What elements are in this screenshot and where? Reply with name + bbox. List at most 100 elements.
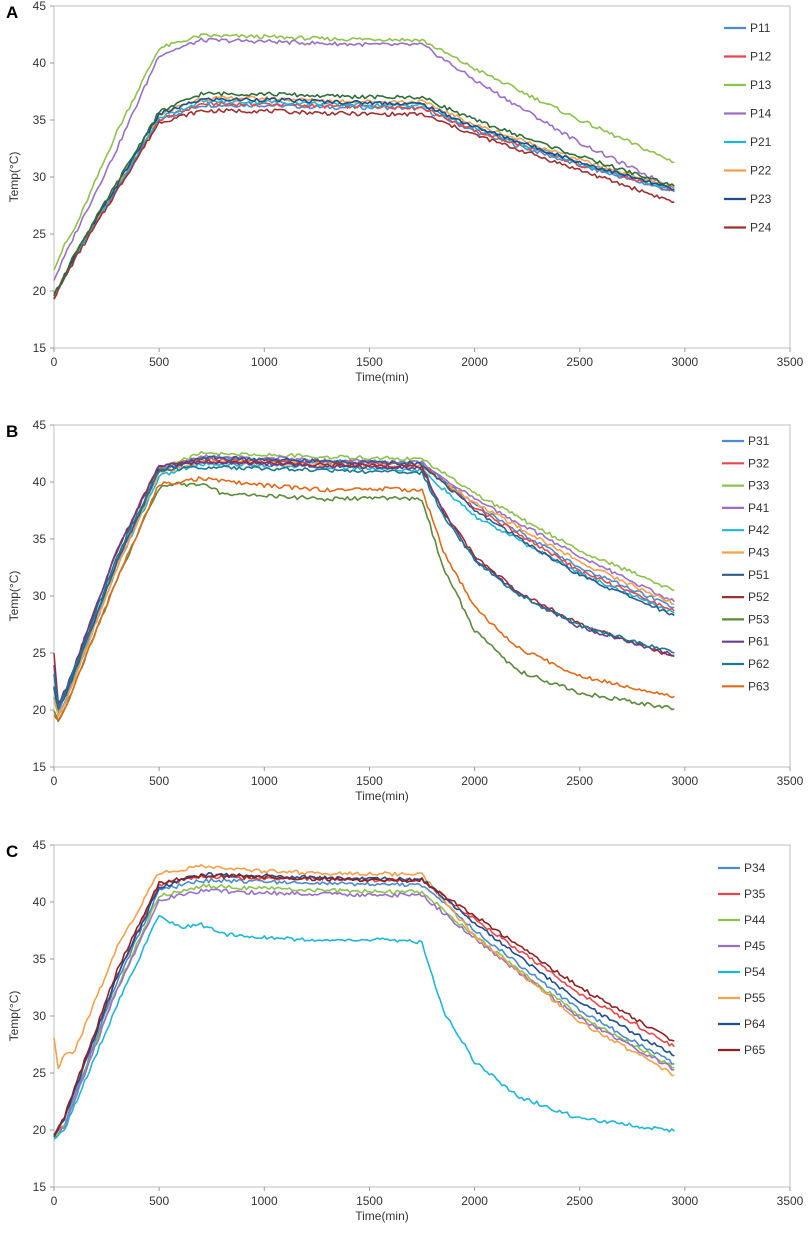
x-tick-label: 1000 (251, 774, 278, 788)
legend-label: P33 (748, 479, 770, 493)
legend-item: P24 (724, 221, 772, 235)
legend-item: P43 (722, 546, 770, 560)
chart-panel-c: C 15 20 25 30 35 40 45 0 500 1000 1500 2000 2500 3000 3… (6, 838, 804, 1223)
series-line-p54 (53, 915, 675, 1140)
panel-label: B (6, 422, 18, 441)
legend-label: P34 (744, 861, 766, 875)
legend-item: P64 (718, 1017, 766, 1031)
legend-item: P14 (724, 107, 772, 121)
y-tick-label: 15 (33, 760, 47, 774)
series-line-p64 (53, 871, 675, 1136)
x-axis-title: Time(min) (355, 370, 409, 384)
y-tick-label: 45 (33, 0, 47, 13)
legend-label: P44 (744, 913, 766, 927)
legend-label: P51 (748, 568, 770, 582)
y-axis-title: Temp(°C) (7, 991, 21, 1042)
y-tick-label: 35 (33, 532, 47, 546)
legend-label: P31 (748, 434, 770, 448)
legend-label: P23 (750, 192, 772, 206)
legend-item: P41 (722, 501, 770, 515)
y-tick-label: 30 (33, 1009, 47, 1023)
legend-item: P31 (722, 434, 770, 448)
y-tick-label: 45 (33, 838, 47, 852)
y-tick-label: 30 (33, 589, 47, 603)
y-tick-label: 20 (33, 1123, 47, 1137)
x-tick-label: 1500 (356, 774, 383, 788)
y-tick-label: 15 (33, 341, 47, 355)
legend-label: P52 (748, 590, 770, 604)
legend-item: P33 (722, 479, 770, 493)
legend-item: P53 (722, 612, 770, 626)
y-axis-title: Temp(°C) (7, 571, 21, 622)
x-tick-label: 2500 (566, 355, 593, 369)
legend-label: P63 (748, 679, 770, 693)
series-line-p22 (53, 95, 675, 298)
legend-item: P35 (718, 887, 766, 901)
series-line-p53 (53, 481, 675, 723)
x-tick-label: 3500 (777, 1194, 804, 1208)
series-line-p21 (53, 99, 675, 299)
series-line-p13 (53, 33, 675, 271)
y-tick-label: 35 (33, 113, 47, 127)
legend-item: P62 (722, 657, 770, 671)
x-axis-title: Time(min) (355, 789, 409, 803)
series-line-p63 (53, 476, 675, 721)
y-tick-label: 15 (33, 1180, 47, 1194)
x-tick-label: 3000 (672, 355, 699, 369)
legend-label: P62 (748, 657, 770, 671)
legend-item: P21 (724, 135, 772, 149)
x-tick-label: 2500 (566, 1194, 593, 1208)
x-tick-label: 500 (149, 774, 169, 788)
legend-label: P11 (750, 21, 771, 35)
legend-item: P22 (724, 164, 772, 178)
y-tick-label: 45 (33, 418, 47, 432)
y-tick-label: 30 (33, 170, 47, 184)
legend-item: P55 (718, 991, 766, 1005)
x-tick-label: 2000 (461, 774, 488, 788)
legend-label: P55 (744, 991, 766, 1005)
y-tick-label: 25 (33, 1066, 47, 1080)
legend-item: P42 (722, 523, 770, 537)
legend-label: P45 (744, 939, 766, 953)
legend-label: P24 (750, 221, 772, 235)
y-tick-label: 40 (33, 56, 47, 70)
x-tick-label: 1000 (251, 1194, 278, 1208)
y-axis-title: Temp(°C) (7, 152, 21, 203)
legend-label: P43 (748, 546, 770, 560)
legend-item: P32 (722, 456, 770, 470)
y-tick-label: 40 (33, 475, 47, 489)
panel-label: A (6, 3, 18, 22)
x-tick-label: 1000 (251, 355, 278, 369)
y-tick-label: 25 (33, 646, 47, 660)
legend-label: P61 (748, 635, 770, 649)
x-axis-title: Time(min) (355, 1209, 409, 1223)
legend-label: P21 (750, 135, 772, 149)
x-tick-label: 3000 (672, 774, 699, 788)
legend-item: P44 (718, 913, 766, 927)
x-tick-label: 2500 (566, 774, 593, 788)
chart-panel-b: B 15 20 25 30 35 40 45 0 500 1000 1500 2000 2500 3000 3… (6, 418, 804, 803)
series-line-p55 (53, 863, 675, 1077)
legend-item: P65 (718, 1043, 766, 1057)
series-line-unlabeled (53, 91, 675, 297)
legend-item: P52 (722, 590, 770, 604)
series-line-p65 (53, 873, 675, 1138)
legend-item: P12 (724, 50, 772, 64)
x-tick-label: 500 (149, 1194, 169, 1208)
legend-item: P13 (724, 78, 772, 92)
plot-area (53, 5, 791, 349)
x-tick-label: 3000 (672, 1194, 699, 1208)
series-line-p14 (53, 37, 675, 281)
legend-item: P63 (722, 679, 770, 693)
series-line-p23 (53, 97, 675, 295)
x-tick-label: 2000 (461, 1194, 488, 1208)
series-line-p43 (53, 459, 675, 718)
x-tick-label: 500 (149, 355, 169, 369)
y-tick-label: 25 (33, 227, 47, 241)
legend-item: P54 (718, 965, 766, 979)
legend-label: P42 (748, 523, 770, 537)
x-tick-label: 0 (51, 355, 58, 369)
legend-label: P14 (750, 107, 772, 121)
x-tick-label: 3500 (777, 774, 804, 788)
legend-item: P45 (718, 939, 766, 953)
